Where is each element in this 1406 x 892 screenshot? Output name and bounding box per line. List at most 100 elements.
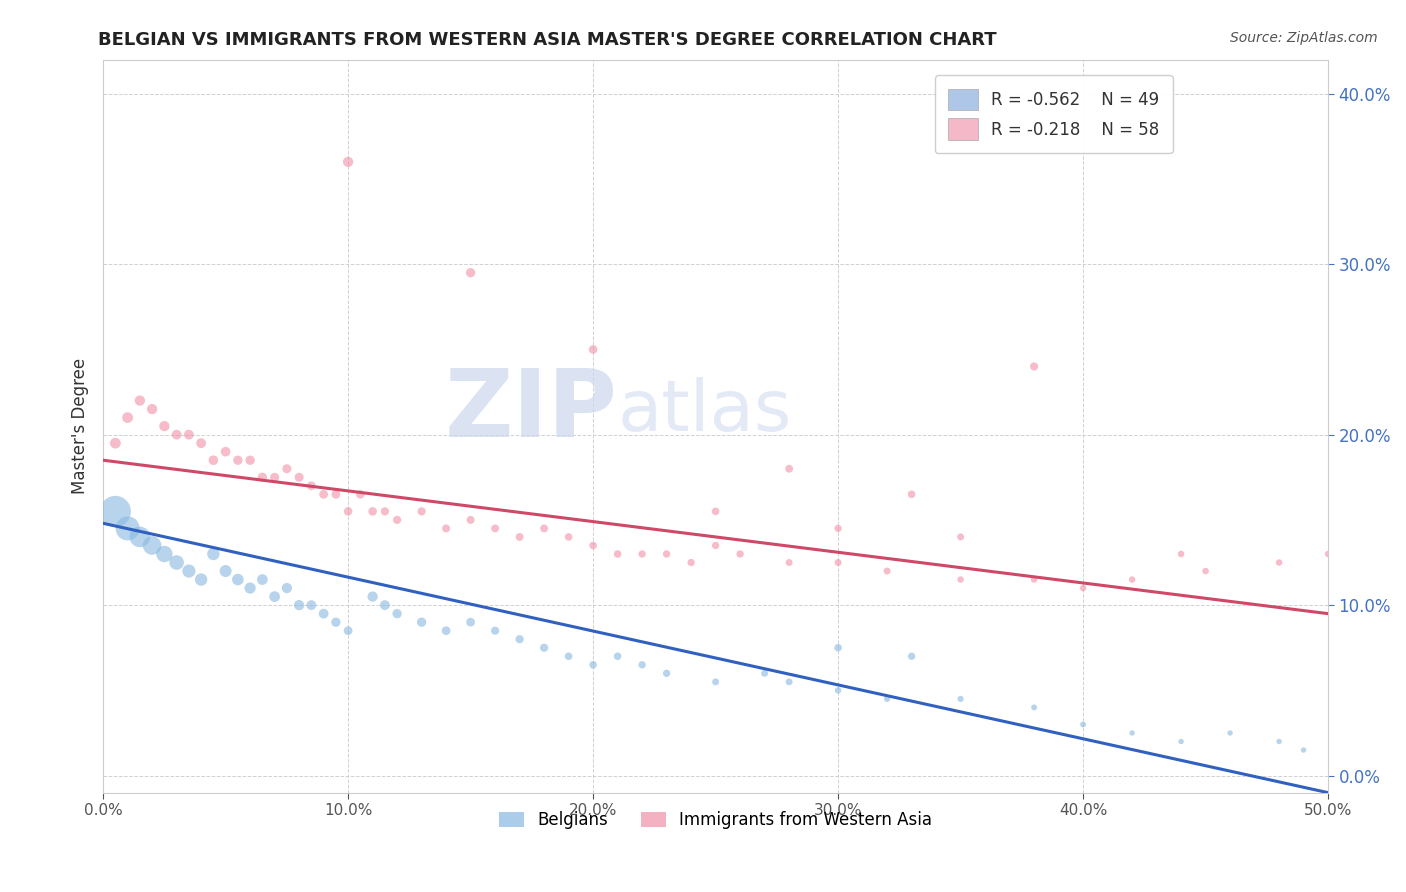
Point (214, 444, 236, 458)
Point (949, 530, 972, 544)
Point (252, 573, 274, 587)
Point (1268, 556, 1291, 570)
Point (876, 692, 898, 706)
Point (276, 581, 298, 595)
Point (226, 573, 249, 587)
Point (361, 590, 384, 604)
Point (117, 410, 139, 425)
Point (166, 427, 188, 442)
Point (104, 504, 127, 518)
Point (1121, 726, 1143, 740)
Point (263, 470, 285, 484)
Point (1268, 734, 1291, 748)
Text: ZIP: ZIP (444, 366, 617, 458)
Point (1022, 573, 1045, 587)
Point (606, 649, 628, 664)
Point (411, 504, 433, 518)
Point (778, 674, 800, 689)
Point (1170, 734, 1192, 748)
Point (778, 462, 800, 476)
Point (557, 530, 579, 544)
Point (117, 521, 139, 535)
Point (778, 556, 800, 570)
Point (252, 470, 274, 484)
Point (484, 624, 506, 638)
Point (190, 436, 212, 450)
Point (411, 615, 433, 630)
Point (374, 504, 396, 518)
Point (631, 657, 654, 672)
Point (434, 521, 457, 535)
Legend: Belgians, Immigrants from Western Asia: Belgians, Immigrants from Western Asia (492, 805, 939, 836)
Point (582, 539, 605, 553)
Point (239, 453, 262, 467)
Point (312, 487, 335, 501)
Point (288, 470, 311, 484)
Point (484, 521, 506, 535)
Point (1194, 564, 1216, 578)
Point (1022, 359, 1045, 374)
Point (325, 615, 347, 630)
Point (754, 666, 776, 681)
Point (582, 343, 605, 357)
Point (337, 624, 360, 638)
Point (141, 539, 163, 553)
Point (900, 487, 922, 501)
Point (460, 615, 482, 630)
Point (153, 419, 176, 434)
Point (434, 624, 457, 638)
Point (1170, 547, 1192, 561)
Point (325, 487, 347, 501)
Point (177, 564, 200, 578)
Point (128, 393, 150, 408)
Point (361, 504, 384, 518)
Point (312, 607, 335, 621)
Point (1071, 581, 1094, 595)
Point (141, 402, 163, 417)
Text: Source: ZipAtlas.com: Source: ZipAtlas.com (1230, 31, 1378, 45)
Point (704, 539, 727, 553)
Point (1219, 726, 1241, 740)
Point (827, 521, 849, 535)
Point (949, 692, 972, 706)
Point (900, 649, 922, 664)
Point (276, 462, 298, 476)
Point (166, 556, 188, 570)
Point (385, 513, 408, 527)
Point (728, 547, 751, 561)
Point (288, 598, 311, 612)
Point (827, 640, 849, 655)
Point (949, 573, 972, 587)
Point (655, 666, 678, 681)
Point (655, 547, 678, 561)
Point (337, 504, 360, 518)
Point (460, 266, 482, 280)
Point (827, 556, 849, 570)
Point (681, 556, 703, 570)
Point (606, 547, 628, 561)
Point (704, 504, 727, 518)
Point (153, 547, 176, 561)
Point (1317, 547, 1340, 561)
Point (374, 598, 396, 612)
Point (177, 427, 200, 442)
Point (557, 649, 579, 664)
Point (582, 657, 605, 672)
Point (533, 640, 555, 655)
Point (128, 530, 150, 544)
Point (299, 479, 322, 493)
Point (1292, 743, 1315, 757)
Text: atlas: atlas (617, 377, 792, 446)
Point (239, 581, 262, 595)
Point (385, 607, 408, 621)
Point (460, 513, 482, 527)
Y-axis label: Master's Degree: Master's Degree (72, 358, 89, 494)
Point (876, 564, 898, 578)
Point (337, 154, 360, 169)
Point (263, 590, 285, 604)
Point (1071, 717, 1094, 731)
Point (509, 632, 531, 647)
Point (190, 573, 212, 587)
Point (202, 453, 225, 467)
Point (704, 674, 727, 689)
